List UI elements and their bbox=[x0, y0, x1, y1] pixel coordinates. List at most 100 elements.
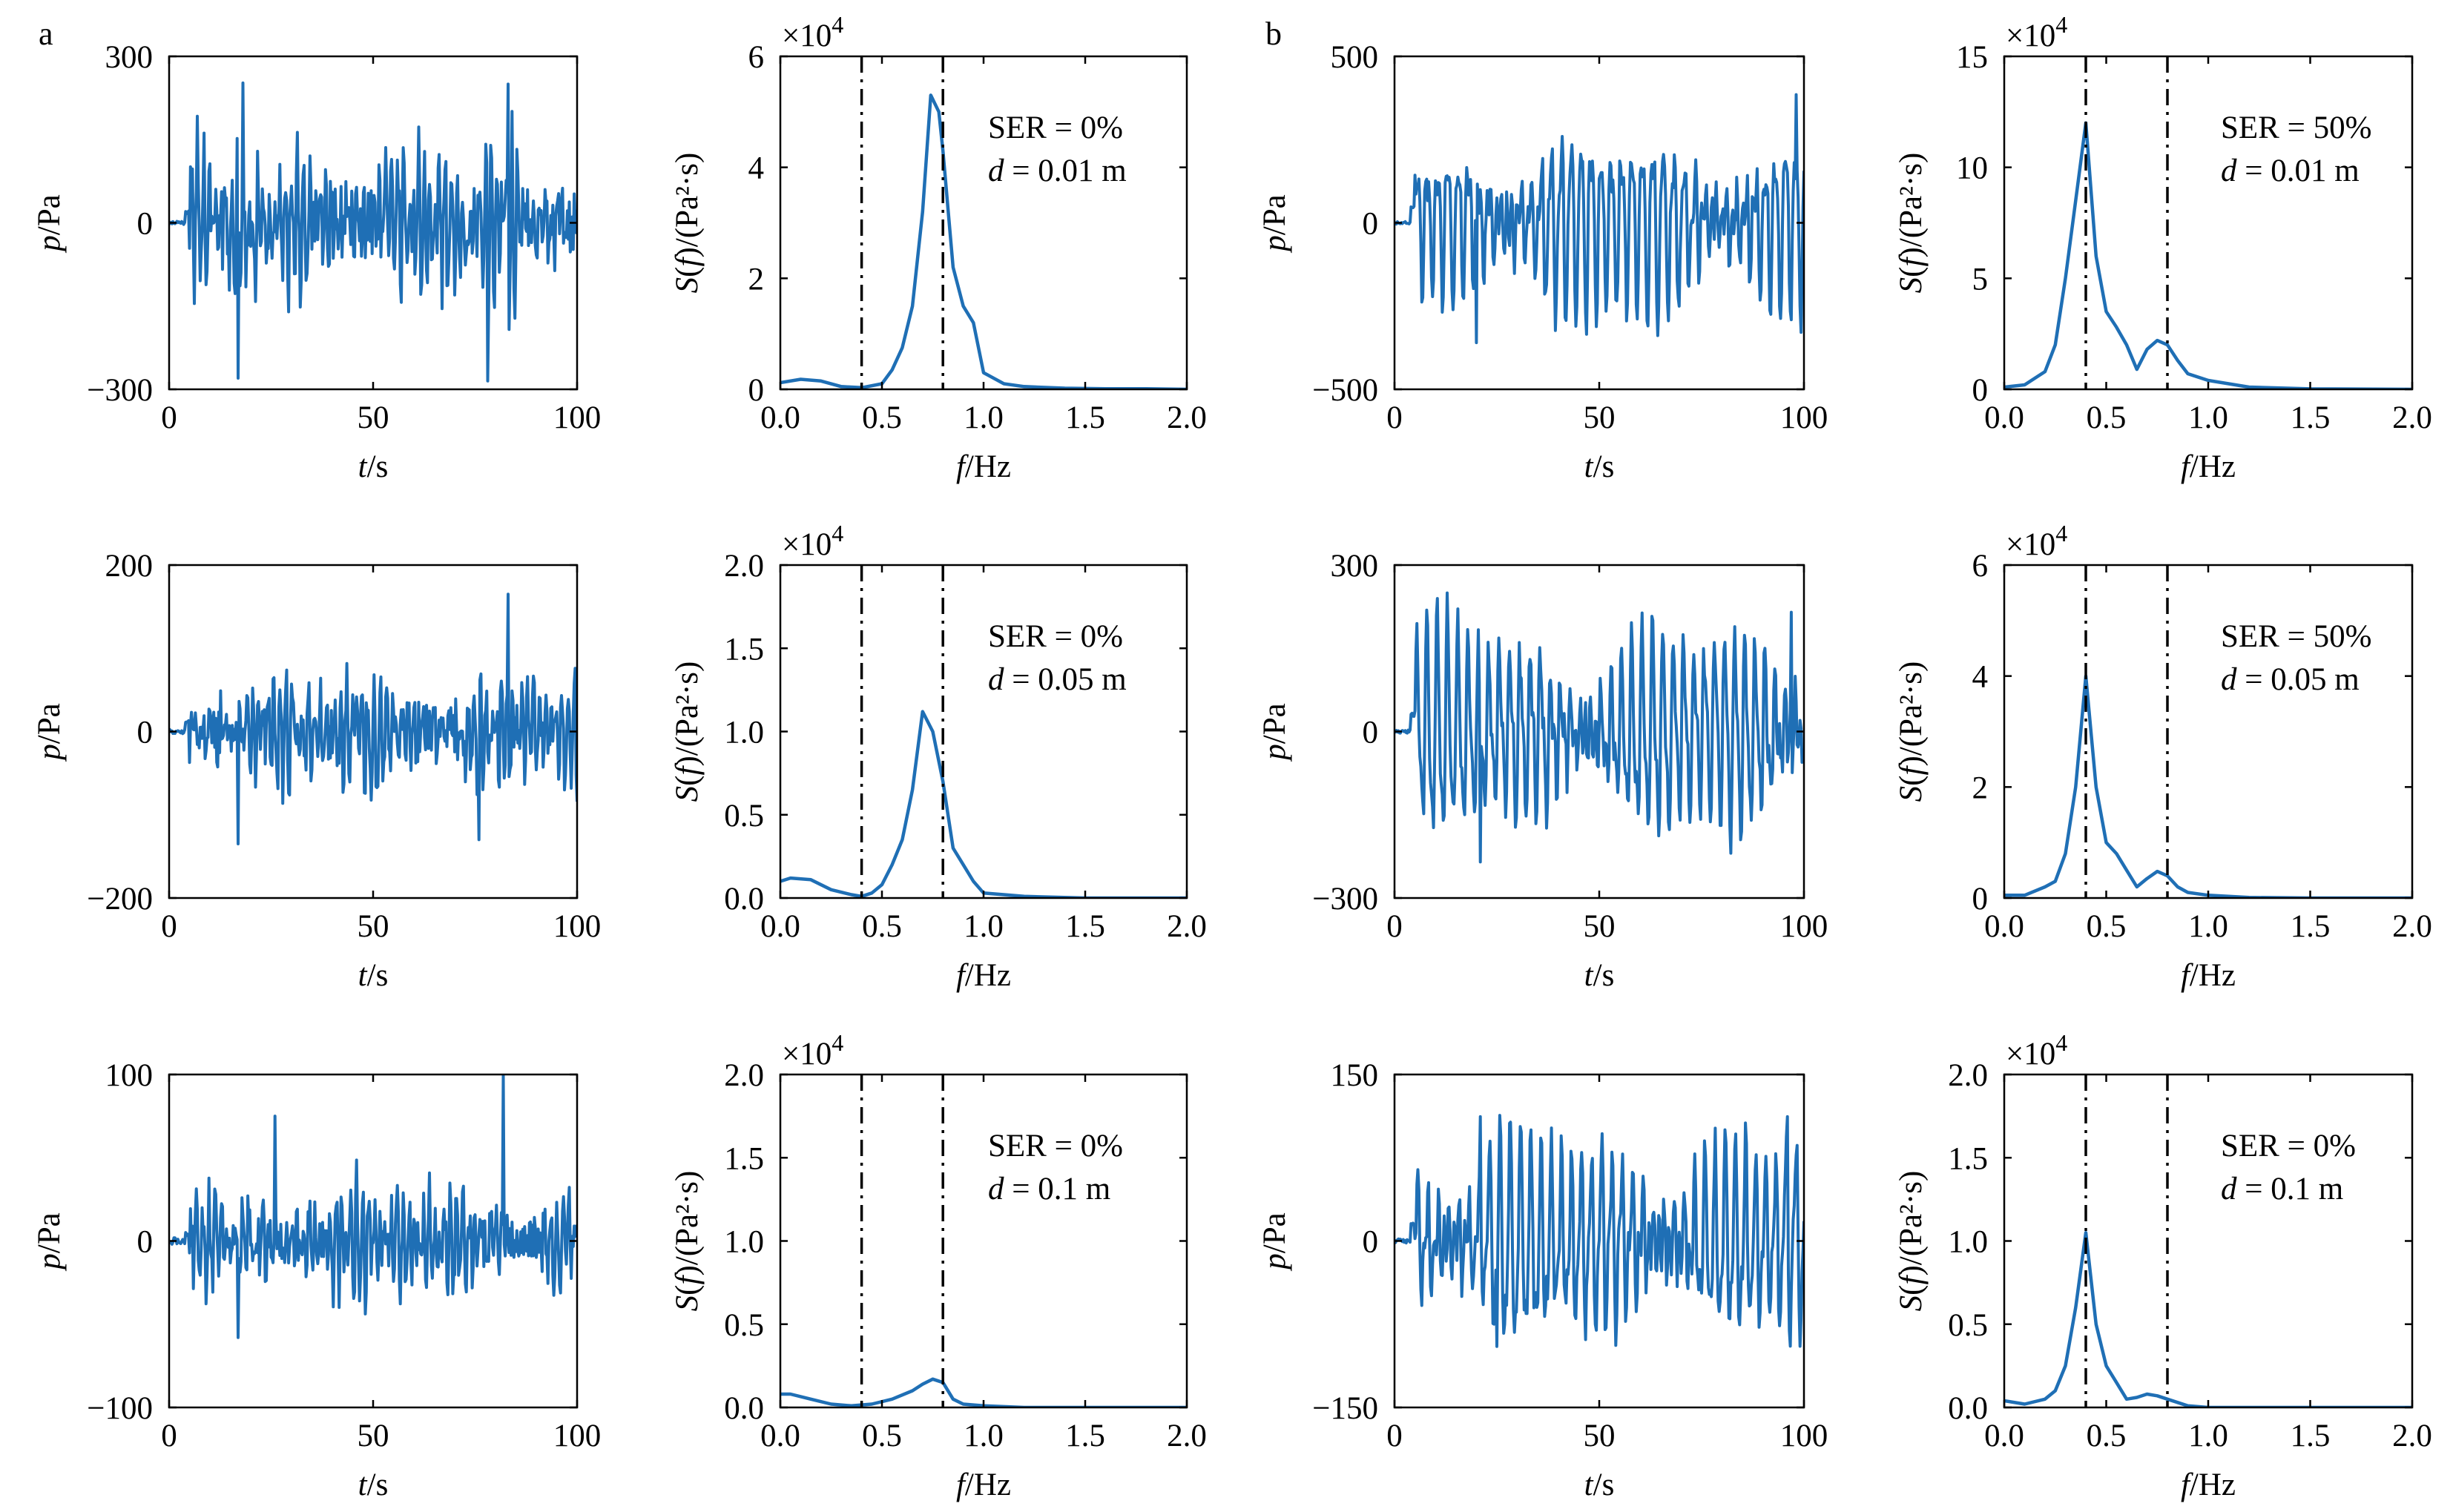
y-tick-label: 0.5 bbox=[1948, 1308, 1988, 1343]
y-tick-label: 2.0 bbox=[724, 1058, 764, 1093]
x-tick-label: 0 bbox=[161, 1419, 177, 1453]
annotation-ser: SER = 50% bbox=[2221, 110, 2371, 145]
x-axis-label: f/Hz bbox=[2181, 449, 2236, 484]
y-tick-label: 500 bbox=[1331, 40, 1379, 75]
y-axis-label: p/Pa bbox=[32, 194, 67, 253]
annotation-diameter: d = 0.01 m bbox=[2221, 153, 2360, 188]
x-tick-label: 0.0 bbox=[760, 400, 800, 435]
x-axis-label: f/Hz bbox=[2181, 958, 2236, 993]
x-axis-label: t/s bbox=[358, 449, 389, 484]
x-tick-label: 1.5 bbox=[1065, 1419, 1105, 1453]
y-tick-label: 0.0 bbox=[724, 882, 764, 917]
y-tick-label: 6 bbox=[748, 40, 765, 75]
y-tick-label: 1.5 bbox=[724, 632, 764, 667]
series-line bbox=[169, 1074, 577, 1339]
y-tick-label: −100 bbox=[87, 1391, 153, 1426]
plot-frame bbox=[2003, 55, 2414, 391]
series-line bbox=[2004, 674, 2412, 898]
series-line bbox=[1395, 591, 1804, 864]
y-tick-label: 100 bbox=[105, 1058, 154, 1093]
y-tick-label: 1.0 bbox=[724, 716, 764, 750]
y-tick-label: 0 bbox=[1972, 882, 1989, 917]
annotation-ser: SER = 0% bbox=[2221, 1129, 2356, 1163]
x-tick-label: 50 bbox=[1584, 909, 1616, 944]
y-tick-label: 200 bbox=[105, 549, 154, 584]
y-axis-label: p/Pa bbox=[32, 1212, 67, 1271]
chart-a-r1-psd: 0.0 0.5 1.0 1.5 2.0 0 2 4 6 f/Hz S(f)/(Pa²·s) ×104 S… bbox=[670, 11, 1207, 484]
y-tick-label: 0.5 bbox=[724, 799, 764, 833]
y-tick-label: 0.0 bbox=[1948, 1391, 1988, 1426]
x-tick-label: 0.0 bbox=[1984, 400, 2024, 435]
y-tick-label: 0 bbox=[748, 373, 765, 408]
series-line bbox=[780, 93, 1187, 389]
panel-label-b: b bbox=[1265, 16, 1282, 52]
annotation-ser: SER = 0% bbox=[988, 1129, 1123, 1163]
x-axis-label: f/Hz bbox=[2181, 1468, 2236, 1502]
y-tick-label: 0 bbox=[137, 207, 154, 242]
annotation-ser: SER = 0% bbox=[988, 619, 1123, 654]
y-axis-label: S(f)/(Pa²·s) bbox=[670, 153, 705, 294]
y-tick-label: 300 bbox=[105, 40, 154, 75]
x-axis-label: f/Hz bbox=[956, 958, 1011, 993]
y-tick-label: 2 bbox=[748, 262, 765, 297]
x-tick-label: 1.5 bbox=[1065, 400, 1105, 435]
chart-b-r3-psd: 0.0 0.5 1.0 1.5 2.0 0.0 0.5 1.0 1.5 2.0 f/Hz S(f)/(… bbox=[1894, 1029, 2432, 1502]
y-axis-label: S(f)/(Pa²·s) bbox=[670, 661, 705, 802]
x-tick-label: 1.5 bbox=[2291, 1419, 2331, 1453]
x-tick-label: 1.0 bbox=[2188, 400, 2228, 435]
annotation-diameter: d = 0.05 m bbox=[988, 662, 1127, 697]
x-tick-label: 2.0 bbox=[2392, 909, 2432, 944]
x-axis-label: t/s bbox=[358, 958, 389, 993]
chart-b-r2-psd: 0.0 0.5 1.0 1.5 2.0 0 2 4 6 f/Hz S(f)/(Pa²·s) ×104 S… bbox=[1894, 520, 2432, 993]
y-tick-label: 150 bbox=[1331, 1058, 1379, 1093]
x-tick-label: 0.5 bbox=[862, 400, 902, 435]
x-tick-label: 50 bbox=[358, 1419, 389, 1453]
x-tick-label: 1.0 bbox=[964, 400, 1004, 435]
y-axis-label: S(f)/(Pa²·s) bbox=[1894, 153, 1929, 294]
y-tick-label: 15 bbox=[1956, 40, 1988, 75]
x-tick-label: 2.0 bbox=[1167, 1419, 1207, 1453]
y-axis-label: S(f)/(Pa²·s) bbox=[1894, 661, 1929, 802]
y-tick-label: 1.0 bbox=[1948, 1225, 1988, 1260]
x-tick-label: 1.0 bbox=[2188, 909, 2228, 944]
plot-frame bbox=[779, 1073, 1188, 1409]
y-axis-label: S(f)/(Pa²·s) bbox=[670, 1171, 705, 1312]
x-tick-label: 0.5 bbox=[862, 1419, 902, 1453]
x-tick-label: 0 bbox=[161, 400, 177, 435]
axis-multiplier: ×104 bbox=[782, 11, 843, 53]
y-tick-label: 0 bbox=[1972, 373, 1989, 408]
chart-a-r2-psd: 0.0 0.5 1.0 1.5 2.0 0.0 0.5 1.0 1.5 2.0 f/Hz S(f)/(… bbox=[670, 520, 1207, 993]
series-line bbox=[169, 81, 577, 383]
x-tick-label: 0.0 bbox=[1984, 1419, 2024, 1453]
series-line bbox=[2004, 1231, 2412, 1407]
y-axis-label: p/Pa bbox=[32, 703, 67, 762]
x-tick-label: 100 bbox=[553, 909, 602, 944]
panel-label-a: a bbox=[39, 16, 53, 52]
x-tick-label: 50 bbox=[358, 400, 389, 435]
x-tick-label: 1.5 bbox=[2291, 909, 2331, 944]
x-tick-label: 0.0 bbox=[760, 1419, 800, 1453]
y-tick-label: 4 bbox=[748, 151, 765, 186]
x-tick-label: 50 bbox=[1584, 400, 1616, 435]
series-line bbox=[1395, 93, 1804, 345]
y-tick-label: 1.5 bbox=[724, 1141, 764, 1176]
x-tick-label: 2.0 bbox=[2392, 1419, 2432, 1453]
chart-a-r3-psd: 0.0 0.5 1.0 1.5 2.0 0.0 0.5 1.0 1.5 2.0 f/Hz S(f)/(… bbox=[670, 1029, 1207, 1502]
y-tick-label: 0 bbox=[137, 716, 154, 750]
axis-multiplier: ×104 bbox=[782, 520, 843, 562]
x-tick-label: 100 bbox=[1780, 400, 1828, 435]
y-tick-label: 10 bbox=[1956, 151, 1988, 186]
x-axis-label: t/s bbox=[1584, 449, 1615, 484]
axis-multiplier: ×104 bbox=[2006, 11, 2067, 53]
x-axis-label: f/Hz bbox=[956, 1468, 1011, 1502]
axis-multiplier: ×104 bbox=[2006, 1029, 2067, 1072]
series-line bbox=[780, 1377, 1187, 1407]
y-tick-label: −500 bbox=[1312, 373, 1378, 408]
x-axis-label: t/s bbox=[1584, 958, 1615, 993]
